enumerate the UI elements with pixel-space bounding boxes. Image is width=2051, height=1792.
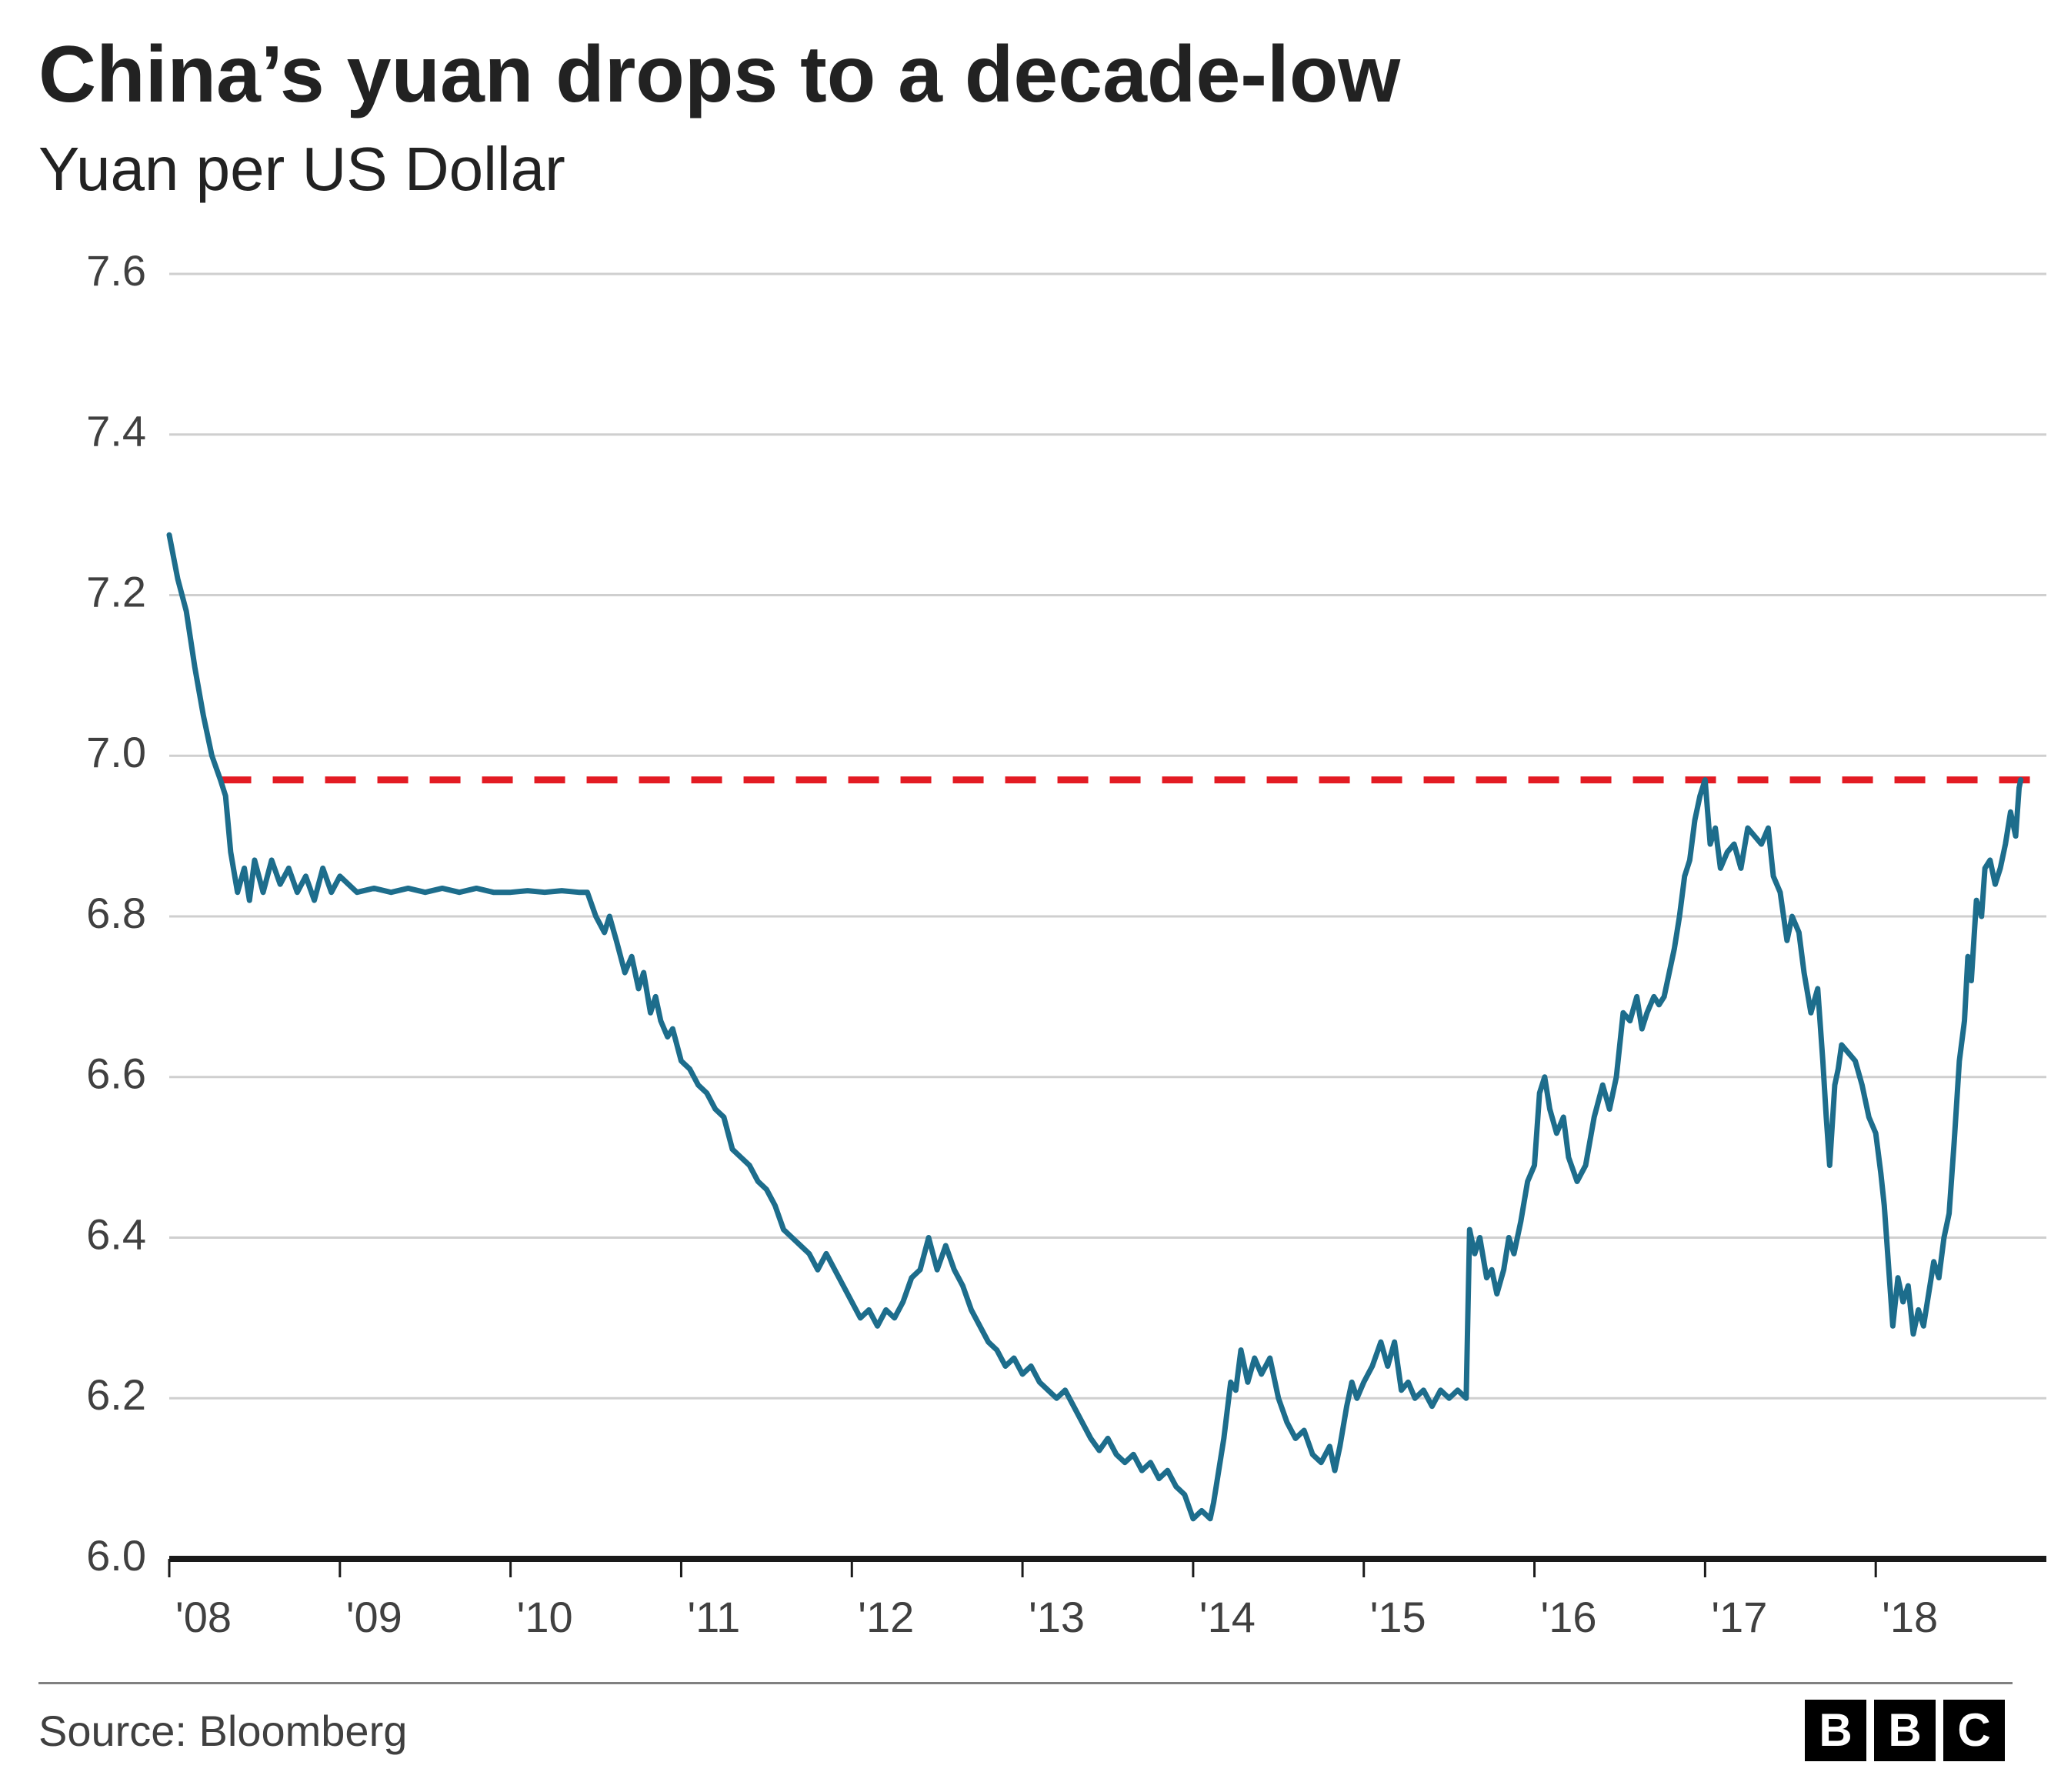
y-tick-label: 6.8 — [86, 889, 146, 937]
x-tick-label: '16 — [1541, 1593, 1597, 1641]
line-chart: 6.0 6.2 6.4 6.6 6.8 7.0 7.2 7.4 7.6 '08 '09 '10 '11 '… — [38, 243, 2051, 1659]
bbc-logo-block: C — [1943, 1700, 2005, 1761]
y-tick-label: 7.0 — [86, 728, 146, 776]
bbc-logo-block: B — [1805, 1700, 1866, 1761]
x-tick-label: '10 — [517, 1593, 573, 1641]
chart-footer: Source: Bloomberg BBC — [38, 1700, 2013, 1761]
chart-title: China’s yuan drops to a decade-low — [38, 31, 2013, 118]
footer-divider — [38, 1682, 2013, 1684]
x-tick-label: '17 — [1711, 1593, 1767, 1641]
chart-container: China’s yuan drops to a decade-low Yuan … — [0, 0, 2051, 1792]
x-tick-label: '13 — [1029, 1593, 1085, 1641]
chart-subtitle: Yuan per US Dollar — [38, 134, 2013, 205]
x-tick-label: '11 — [687, 1593, 740, 1641]
y-tick-label: 6.0 — [86, 1531, 146, 1580]
x-tick-label: '08 — [175, 1593, 232, 1641]
x-tick-label: '12 — [858, 1593, 914, 1641]
y-tick-label: 7.4 — [86, 407, 146, 456]
x-tick-label: '09 — [346, 1593, 402, 1641]
bbc-logo-block: B — [1874, 1700, 1936, 1761]
x-tick-label: '15 — [1370, 1593, 1426, 1641]
y-tick-label: 7.6 — [86, 246, 146, 295]
y-tick-label: 6.4 — [86, 1210, 146, 1259]
x-tick-label: '14 — [1199, 1593, 1256, 1641]
y-tick-label: 7.2 — [86, 568, 146, 616]
y-tick-label: 6.2 — [86, 1370, 146, 1419]
y-tick-label: 6.6 — [86, 1050, 146, 1098]
x-tick-label: '18 — [1882, 1593, 1938, 1641]
source-label: Source: Bloomberg — [38, 1706, 407, 1756]
bbc-logo: BBC — [1805, 1700, 2013, 1761]
